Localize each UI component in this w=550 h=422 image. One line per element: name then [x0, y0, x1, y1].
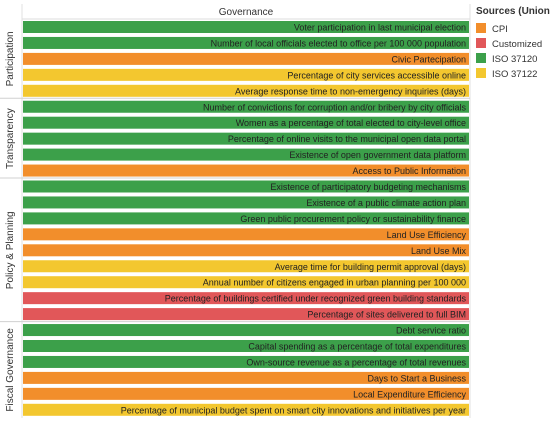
bar-label: Percentage of sites delivered to full BI…: [307, 310, 466, 320]
bar-label: Land Use Efficiency: [387, 230, 467, 240]
legend-label: ISO 37122: [492, 69, 537, 80]
bar: [23, 180, 469, 193]
bar: [23, 52, 469, 65]
bar-label: Land Use Mix: [411, 246, 467, 256]
bar: [23, 387, 469, 400]
bar-label: Average time for building permit approva…: [275, 262, 466, 272]
bar: [23, 308, 469, 321]
bar-label: Existence of participatory budgeting mec…: [270, 182, 466, 192]
legend-label: ISO 37120: [492, 54, 537, 65]
bar-label: Number of convictions for corruption and…: [203, 102, 466, 112]
group-label: Participation: [5, 31, 16, 86]
bar: [23, 403, 469, 416]
bar: [23, 148, 469, 161]
bar-label: Capital spending as a percentage of tota…: [248, 342, 466, 352]
group-label: Policy & Planning: [5, 211, 16, 289]
bar: [23, 68, 469, 81]
bar: [23, 324, 469, 337]
bar: [23, 212, 469, 225]
bar: [23, 340, 469, 352]
bar: [23, 371, 469, 384]
bar: [23, 228, 469, 241]
bar: [23, 100, 469, 113]
bar-label: Average response time to non-emergency i…: [235, 86, 466, 96]
bar-label: Debt service ratio: [396, 326, 466, 336]
bar-label: Local Expenditure Efficiency: [353, 389, 466, 399]
group-label: Transparency: [5, 108, 16, 169]
legend: Sources (Union) CPI Customized ISO 37120 ISO…: [476, 6, 550, 80]
plot-area: Governance Voter participation in last mu…: [21, 4, 471, 418]
bar: [23, 164, 469, 177]
legend-title: Sources (Union): [476, 6, 550, 17]
legend-swatch: [476, 38, 486, 48]
bar-label: Percentage of online visits to the munic…: [228, 134, 466, 144]
bar-label: Civic Partecipation: [391, 54, 466, 64]
bar: [23, 260, 469, 273]
bar: [23, 21, 469, 33]
bar-label: Days to Start a Business: [367, 373, 466, 383]
bar: [23, 196, 469, 209]
group-labels: Participation Transparency Policy & Planni…: [0, 31, 470, 412]
bar-label: Voter participation in last municipal el…: [294, 23, 466, 33]
bar: [23, 36, 469, 49]
bar-label: Percentage of municipal budget spent on …: [121, 405, 466, 415]
legend-swatch: [476, 68, 486, 78]
bar: [23, 244, 469, 257]
group-label: Fiscal Governance: [5, 328, 16, 412]
bar-label: Existence of a public climate action pla…: [306, 198, 466, 208]
legend-label: Customized: [492, 39, 542, 50]
bar-label: Percentage of city services accessible o…: [287, 70, 466, 80]
bar: [23, 132, 469, 145]
bar: [23, 116, 469, 129]
bar-label: Access to Public Information: [352, 166, 466, 176]
legend-swatch: [476, 53, 486, 63]
bar: [23, 355, 469, 368]
bar: [23, 292, 469, 305]
bar-label: Number of local officials elected to off…: [211, 38, 466, 48]
bar-label: Green public procurement policy or susta…: [240, 214, 466, 224]
legend-label: CPI: [492, 24, 508, 35]
bar-label: Percentage of buildings certified under …: [165, 294, 467, 304]
bar: [23, 84, 469, 97]
bar-label: Existence of open government data platfo…: [289, 150, 466, 160]
bar: [23, 276, 469, 289]
bar-label: Women as a percentage of total elected t…: [236, 118, 466, 128]
bar-label: Annual number of citizens engaged in urb…: [203, 278, 466, 288]
bar-label: Own-source revenue as a percentage of to…: [246, 357, 466, 367]
legend-swatch: [476, 23, 486, 33]
chart-title: Governance: [219, 7, 274, 18]
